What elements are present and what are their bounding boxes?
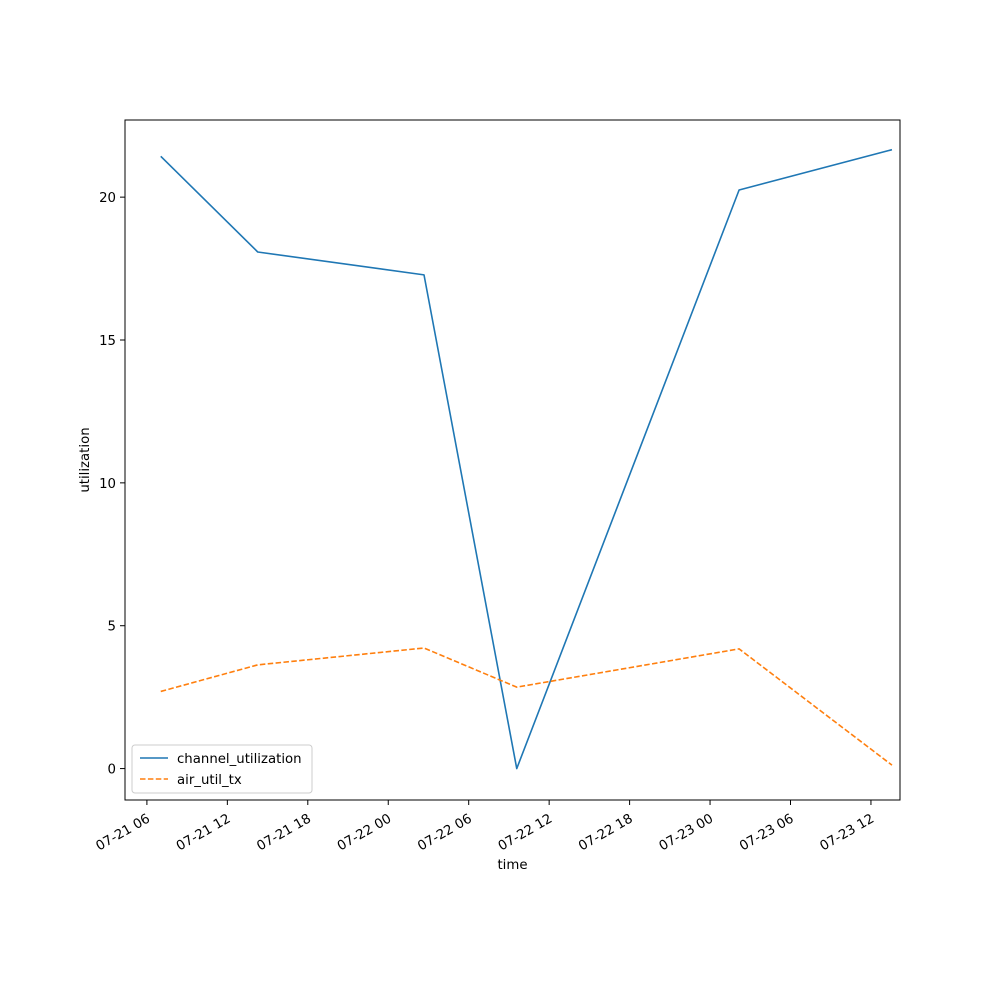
x-tick-label: 07-22 06 xyxy=(415,811,474,854)
y-tick-label: 0 xyxy=(108,763,116,778)
x-tick-label: 07-21 06 xyxy=(94,811,153,854)
y-tick-label: 15 xyxy=(99,334,116,349)
x-tick-label: 07-22 18 xyxy=(576,811,635,854)
x-tick-label: 07-23 00 xyxy=(657,811,716,854)
y-axis: 0 5 10 15 20 xyxy=(99,191,125,778)
legend-box xyxy=(131,744,313,794)
legend: channel_utilization air_util_tx xyxy=(131,744,313,794)
legend-label-air-util-tx: air_util_tx xyxy=(177,773,242,788)
y-tick-label: 5 xyxy=(108,620,116,635)
y-tick-label: 10 xyxy=(99,477,116,492)
x-tick-label: 07-21 12 xyxy=(174,811,233,854)
x-tick-label: 07-23 06 xyxy=(737,811,796,854)
plot-frame xyxy=(124,119,901,801)
x-axis-label: time xyxy=(497,858,527,873)
x-tick-label: 07-22 00 xyxy=(335,811,394,854)
series-line-air-util-tx xyxy=(160,647,893,766)
x-tick-label: 07-21 18 xyxy=(255,811,314,854)
x-tick-label: 07-22 12 xyxy=(496,811,555,854)
y-axis-label: utilization xyxy=(78,427,93,492)
y-tick-label: 20 xyxy=(99,191,116,206)
series-line-channel-utilization xyxy=(160,148,893,770)
x-tick-label: 07-23 12 xyxy=(818,811,877,854)
legend-label-channel-utilization: channel_utilization xyxy=(177,752,302,767)
plot-area xyxy=(160,148,893,770)
x-axis: 07-21 06 07-21 12 07-21 18 07-22 00 07-22 06… xyxy=(94,800,877,854)
